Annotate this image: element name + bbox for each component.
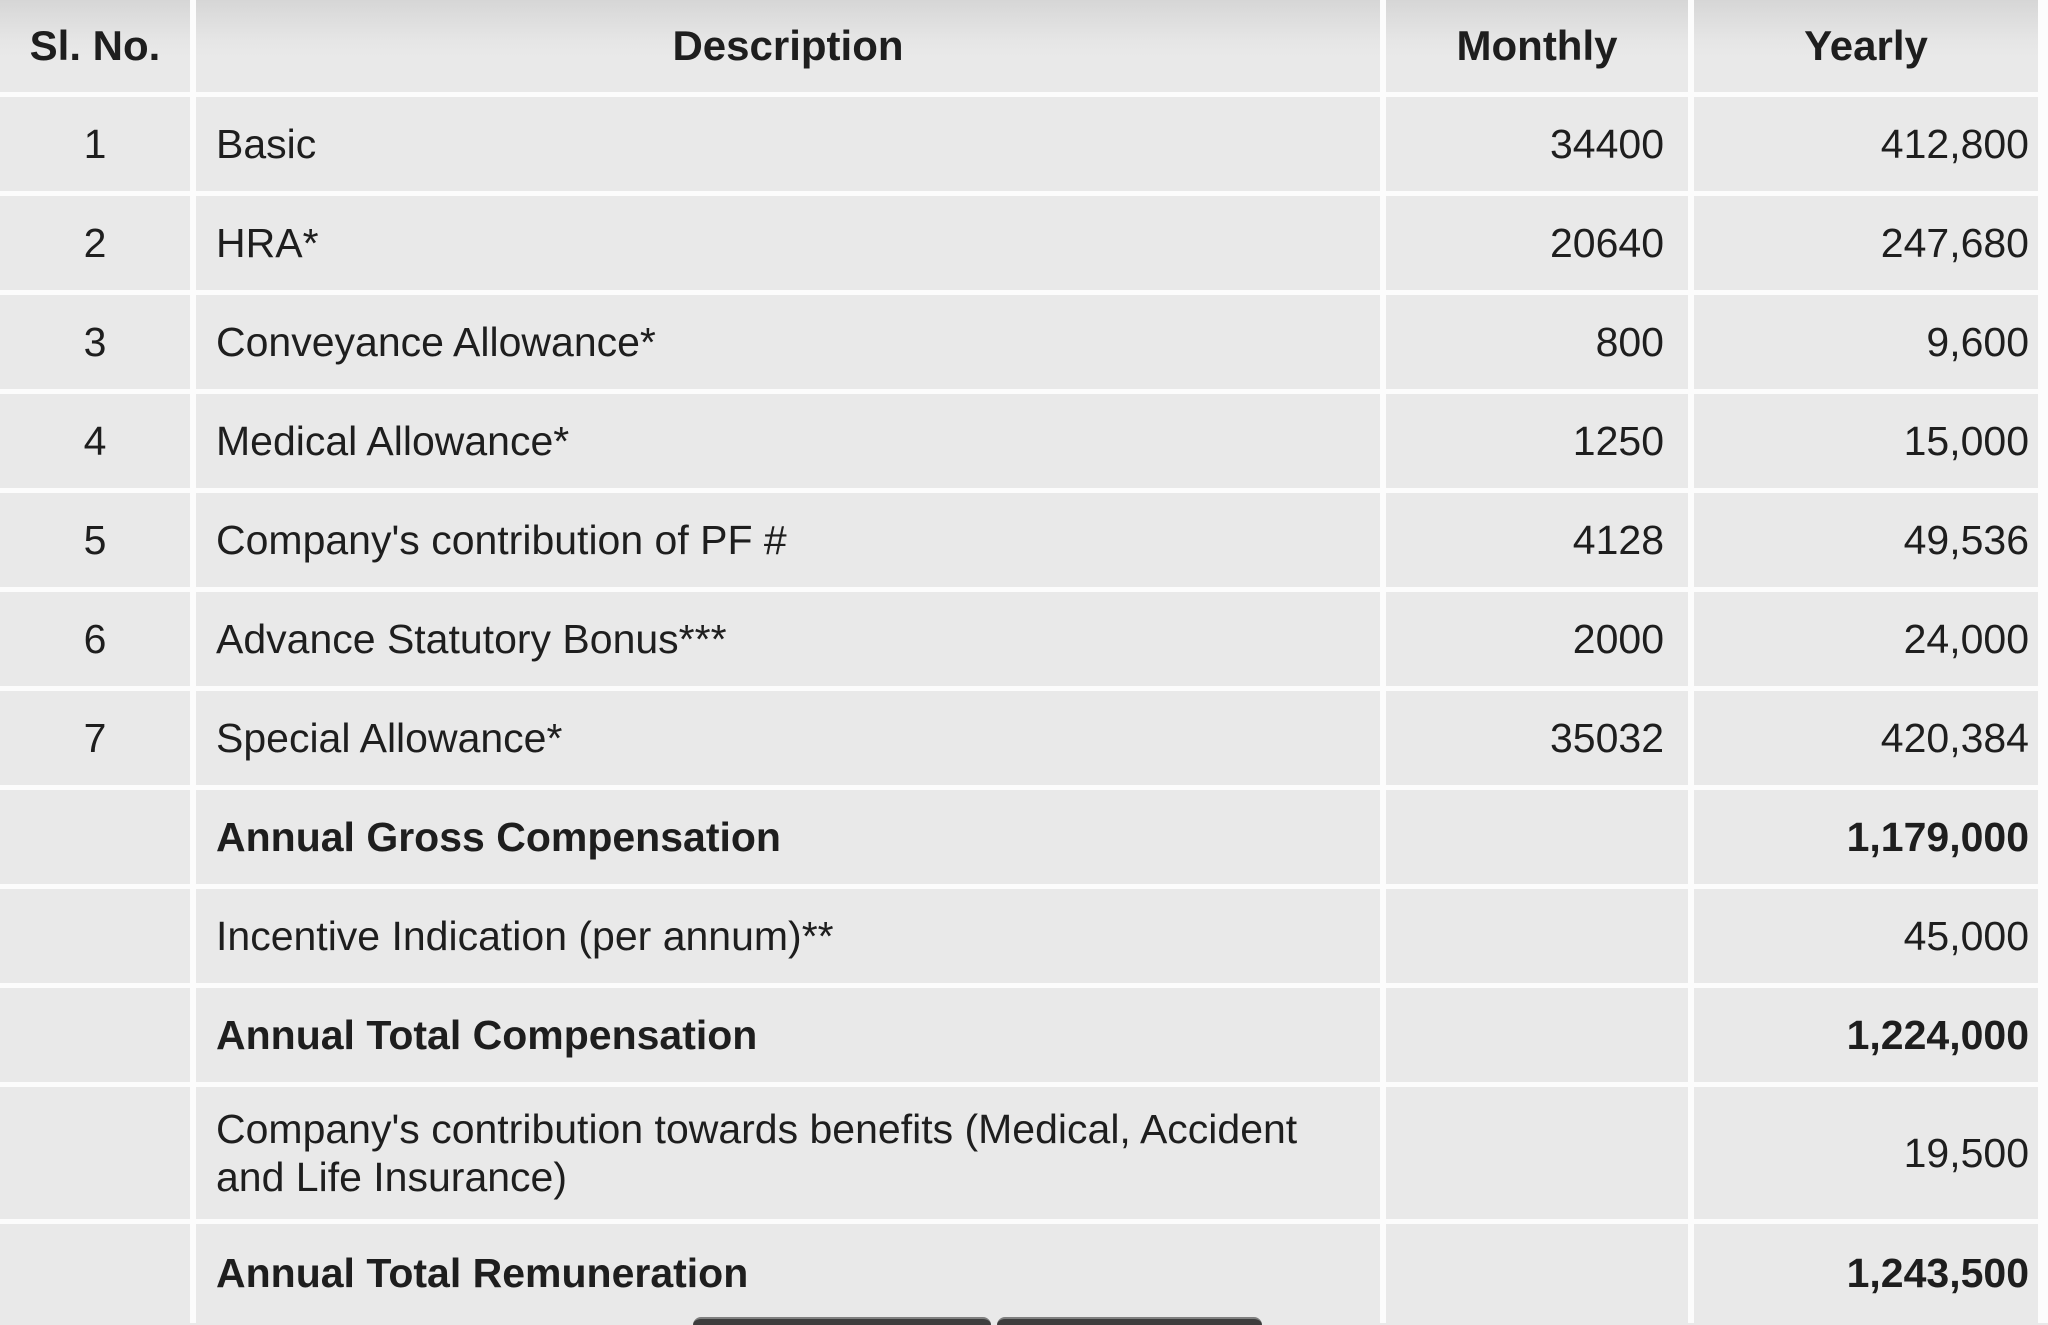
cell-description-text: Incentive Indication (per annum)**	[216, 912, 834, 959]
cell-sl-no	[0, 1224, 196, 1323]
column-header-monthly: Monthly	[1386, 0, 1694, 97]
cell-sl-no: 2	[0, 196, 196, 295]
table-row: Annual Total Compensation 1,224,000	[0, 988, 2048, 1087]
cell-monthly: 4128	[1386, 493, 1694, 592]
column-header-sl-no: Sl. No.	[0, 0, 196, 97]
cell-sl-no	[0, 1087, 196, 1224]
cell-yearly: 45,000	[1694, 889, 2048, 988]
table-row: Company's contribution towards benefits …	[0, 1087, 2048, 1224]
cell-description-text: Medical Allowance*	[216, 417, 570, 464]
cell-monthly: 1250	[1386, 394, 1694, 493]
cell-description-text: Conveyance Allowance*	[216, 318, 656, 365]
cell-description-text: Annual Total Compensation	[216, 1011, 758, 1058]
cell-description-text: Company's contribution of PF #	[216, 516, 787, 563]
cell-description-text: Advance Statutory Bonus***	[216, 615, 727, 662]
cell-sl-no: 7	[0, 691, 196, 790]
cell-description-text: Annual Gross Compensation	[216, 813, 781, 860]
table-row: Incentive Indication (per annum)** 45,00…	[0, 889, 2048, 988]
table-row: 4 Medical Allowance* 1250 15,000	[0, 394, 2048, 493]
cell-description: Annual Total Compensation	[196, 988, 1386, 1087]
table-row: 2 HRA* 20640 247,680	[0, 196, 2048, 295]
cell-description: Medical Allowance*	[196, 394, 1386, 493]
cell-sl-no: 4	[0, 394, 196, 493]
cell-description: Annual Gross Compensation	[196, 790, 1386, 889]
table-row: 1 Basic 34400 412,800	[0, 97, 2048, 196]
cell-sl-no	[0, 988, 196, 1087]
cell-monthly	[1386, 790, 1694, 889]
cell-yearly: 49,536	[1694, 493, 2048, 592]
cell-monthly: 2000	[1386, 592, 1694, 691]
cell-yearly: 9,600	[1694, 295, 2048, 394]
cell-yearly: 15,000	[1694, 394, 2048, 493]
column-header-description: Description	[196, 0, 1386, 97]
cell-description: Annual Total Remuneration	[196, 1224, 1386, 1323]
cell-monthly	[1386, 988, 1694, 1087]
table-row: Annual Total Remuneration 1,243,500	[0, 1224, 2048, 1323]
cell-description: Incentive Indication (per annum)**	[196, 889, 1386, 988]
cell-description-text: Basic	[216, 120, 317, 167]
cell-description-text: HRA*	[216, 219, 319, 266]
bottom-button-right[interactable]	[997, 1317, 1262, 1325]
cell-monthly: 34400	[1386, 97, 1694, 196]
cell-monthly	[1386, 889, 1694, 988]
table-row: Annual Gross Compensation 1,179,000	[0, 790, 2048, 889]
table-row: 6 Advance Statutory Bonus*** 2000 24,000	[0, 592, 2048, 691]
table-row: 3 Conveyance Allowance* 800 9,600	[0, 295, 2048, 394]
cell-monthly	[1386, 1087, 1694, 1224]
cell-sl-no: 1	[0, 97, 196, 196]
cell-yearly: 1,179,000	[1694, 790, 2048, 889]
bottom-button-left[interactable]	[693, 1317, 991, 1325]
cell-description: Company's contribution towards benefits …	[196, 1087, 1386, 1224]
table-body: 1 Basic 34400 412,800 2 HRA* 20640 247,6…	[0, 97, 2048, 1323]
cell-monthly	[1386, 1224, 1694, 1323]
table-row: 5 Company's contribution of PF # 4128 49…	[0, 493, 2048, 592]
cell-monthly: 35032	[1386, 691, 1694, 790]
cell-description: Special Allowance*	[196, 691, 1386, 790]
table-header-row: Sl. No. Description Monthly Yearly	[0, 0, 2048, 97]
cell-monthly: 20640	[1386, 196, 1694, 295]
cell-description: Conveyance Allowance*	[196, 295, 1386, 394]
cell-yearly: 420,384	[1694, 691, 2048, 790]
cell-monthly: 800	[1386, 295, 1694, 394]
cell-description-text: Annual Total Remuneration	[216, 1250, 749, 1297]
cell-yearly: 1,243,500	[1694, 1224, 2048, 1323]
cell-description: Advance Statutory Bonus***	[196, 592, 1386, 691]
cell-description: Company's contribution of PF #	[196, 493, 1386, 592]
cell-sl-no: 3	[0, 295, 196, 394]
cell-description-text: Special Allowance*	[216, 714, 563, 761]
table-row: 7 Special Allowance* 35032 420,384	[0, 691, 2048, 790]
column-header-yearly: Yearly	[1694, 0, 2048, 97]
cell-yearly: 412,800	[1694, 97, 2048, 196]
cell-description: Basic	[196, 97, 1386, 196]
cell-sl-no	[0, 790, 196, 889]
cell-yearly: 19,500	[1694, 1087, 2048, 1224]
cell-yearly: 247,680	[1694, 196, 2048, 295]
bottom-button-bar	[693, 1317, 1262, 1325]
cell-yearly: 24,000	[1694, 592, 2048, 691]
cell-sl-no	[0, 889, 196, 988]
cell-description-text: Company's contribution towards benefits …	[216, 1105, 1298, 1200]
cell-description: HRA*	[196, 196, 1386, 295]
cell-sl-no: 5	[0, 493, 196, 592]
cell-yearly: 1,224,000	[1694, 988, 2048, 1087]
cell-sl-no: 6	[0, 592, 196, 691]
